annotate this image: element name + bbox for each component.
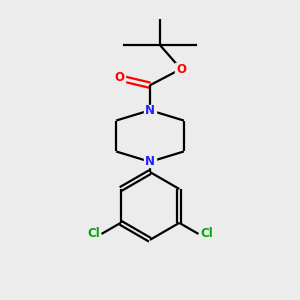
Text: N: N	[145, 104, 155, 117]
Bar	[175, 63, 187, 75]
Text: O: O	[176, 62, 186, 76]
Text: N: N	[145, 155, 155, 168]
Text: Cl: Cl	[200, 227, 213, 240]
Text: Cl: Cl	[87, 227, 100, 240]
Bar	[144, 105, 156, 116]
Bar	[113, 72, 125, 83]
Bar	[144, 156, 156, 167]
Text: O: O	[114, 71, 124, 84]
